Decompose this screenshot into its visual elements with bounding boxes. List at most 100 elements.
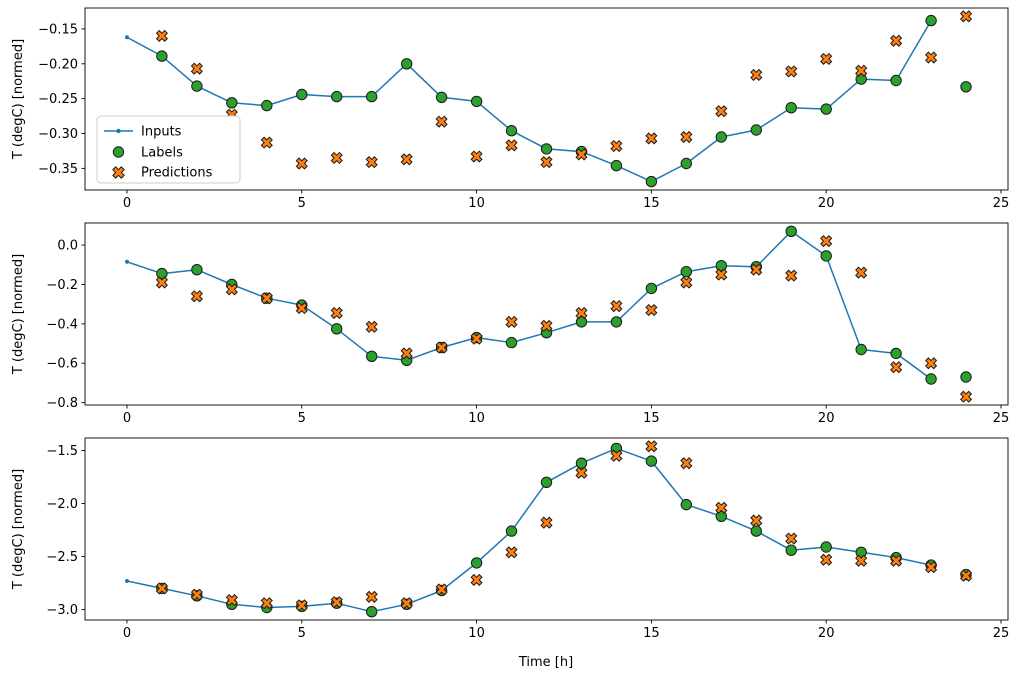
predictions-marker (365, 590, 378, 603)
x-tick-label: 5 (298, 626, 306, 641)
labels-marker (435, 91, 448, 104)
predictions-marker (750, 263, 763, 276)
ylabel-subplot-1: T (degC) [normed] (11, 39, 26, 160)
labels-marker (960, 81, 972, 93)
labels-marker (401, 58, 413, 70)
predictions-marker (505, 315, 518, 328)
predictions-marker (260, 136, 273, 149)
y-tick-label: −0.15 (38, 22, 78, 37)
labels-marker (226, 97, 238, 109)
inputs-line (126, 230, 932, 380)
predictions-marker (365, 320, 378, 333)
predictions-marker (400, 597, 413, 610)
predictions-marker (820, 52, 833, 65)
legend-label-predictions: Predictions (141, 166, 213, 181)
labels-marker (645, 455, 658, 467)
predictions-marker (225, 283, 238, 296)
labels-marker (575, 457, 588, 469)
labels-marker (960, 371, 972, 383)
predictions-marker (645, 132, 658, 145)
predictions-marker (155, 582, 168, 595)
x-tick-label: 15 (643, 196, 660, 211)
y-tick-label: −0.35 (38, 162, 78, 177)
labels-marker (156, 267, 168, 280)
subplot-3: 0 5 10 15 20 25 −1.5 −2.0 −2.5 −3.0 (46, 437, 1010, 641)
labels-marker (750, 124, 762, 136)
axis-labels: T (degC) [normed] T (degC) [normed] T (d… (11, 39, 573, 670)
labels-marker (925, 373, 937, 385)
labels-marker (331, 323, 343, 335)
labels-marker (331, 90, 343, 103)
inputs-legend-dot-icon (116, 128, 121, 134)
labels-marker (715, 260, 727, 272)
xlabel: Time [h] (518, 655, 573, 670)
inputs-line (126, 447, 932, 613)
labels-marker (610, 316, 623, 328)
labels-marker (540, 476, 553, 488)
y-tick-label: −1.5 (46, 444, 78, 459)
predictions-marker (785, 65, 798, 78)
predictions-marker (855, 554, 868, 567)
predictions-marker (680, 276, 693, 289)
predictions-marker (190, 588, 203, 601)
predictions-marker (155, 29, 168, 42)
predictions-marker (190, 62, 203, 75)
predictions-legend-x-icon (112, 166, 125, 179)
predictions-marker (890, 34, 903, 47)
predictions-marker (715, 268, 728, 281)
predictions-marker (400, 347, 413, 360)
x-tick-label: 15 (643, 626, 660, 641)
predictions-marker (540, 516, 553, 529)
predictions-marker (190, 290, 203, 303)
predictions-marker (785, 269, 798, 282)
predictions-marker (435, 583, 448, 596)
predictions-marker (295, 157, 308, 170)
ylabel-subplot-2: T (degC) [normed] (11, 254, 26, 375)
legend-label-labels: Labels (141, 146, 183, 161)
predictions-marker (959, 10, 973, 23)
plots-layer: 0 5 10 15 20 25−0.15−0.20−0.25−0.30−0.350 5 10 1… (38, 7, 1010, 641)
predictions-marker (540, 319, 553, 332)
legend-frame (96, 115, 241, 184)
x-tick-label: 25 (993, 626, 1010, 641)
labels-marker (191, 80, 203, 92)
predictions-marker (610, 449, 623, 462)
x-tick-label: 5 (298, 411, 306, 426)
labels-marker (575, 316, 588, 328)
predictions-marker (610, 139, 623, 153)
x-tick-label: 0 (123, 626, 131, 641)
predictions-marker (645, 303, 658, 317)
labels-marker (680, 498, 692, 511)
predictions-marker (575, 306, 588, 320)
predictions-marker (750, 68, 763, 82)
labels-marker (645, 282, 658, 295)
x-tick-label: 20 (818, 196, 835, 211)
inputs-point (125, 35, 129, 40)
y-tick-label: −0.8 (46, 396, 78, 411)
labels-marker (366, 606, 378, 618)
inputs-point (125, 259, 129, 264)
labels-marker (470, 95, 483, 108)
predictions-marker (470, 332, 483, 345)
y-tick-label: −0.2 (46, 278, 78, 293)
y-tick-label: −3.0 (46, 603, 78, 618)
inputs-point (125, 579, 129, 583)
x-tick-label: 25 (993, 411, 1010, 426)
y-tick-label: −0.6 (46, 357, 78, 372)
x-tick-label: 25 (993, 196, 1010, 211)
predictions-marker (540, 156, 553, 169)
subplot-2: 0 5 10 15 20 25 0.0 −0.2 −0.4 −0.6 −0.8 (46, 222, 1010, 426)
y-tick-label: −0.4 (46, 317, 78, 332)
predictions-marker (890, 361, 903, 374)
y-tick-label: −0.25 (38, 92, 78, 107)
predictions-marker (575, 148, 588, 161)
labels-marker (680, 157, 692, 170)
x-tick-label: 20 (818, 626, 835, 641)
predictions-marker (715, 501, 728, 514)
x-tick-label: 10 (468, 626, 485, 641)
labels-marker (890, 347, 902, 360)
labels-marker (680, 266, 692, 278)
labels-marker (366, 350, 378, 362)
predictions-marker (820, 553, 833, 566)
